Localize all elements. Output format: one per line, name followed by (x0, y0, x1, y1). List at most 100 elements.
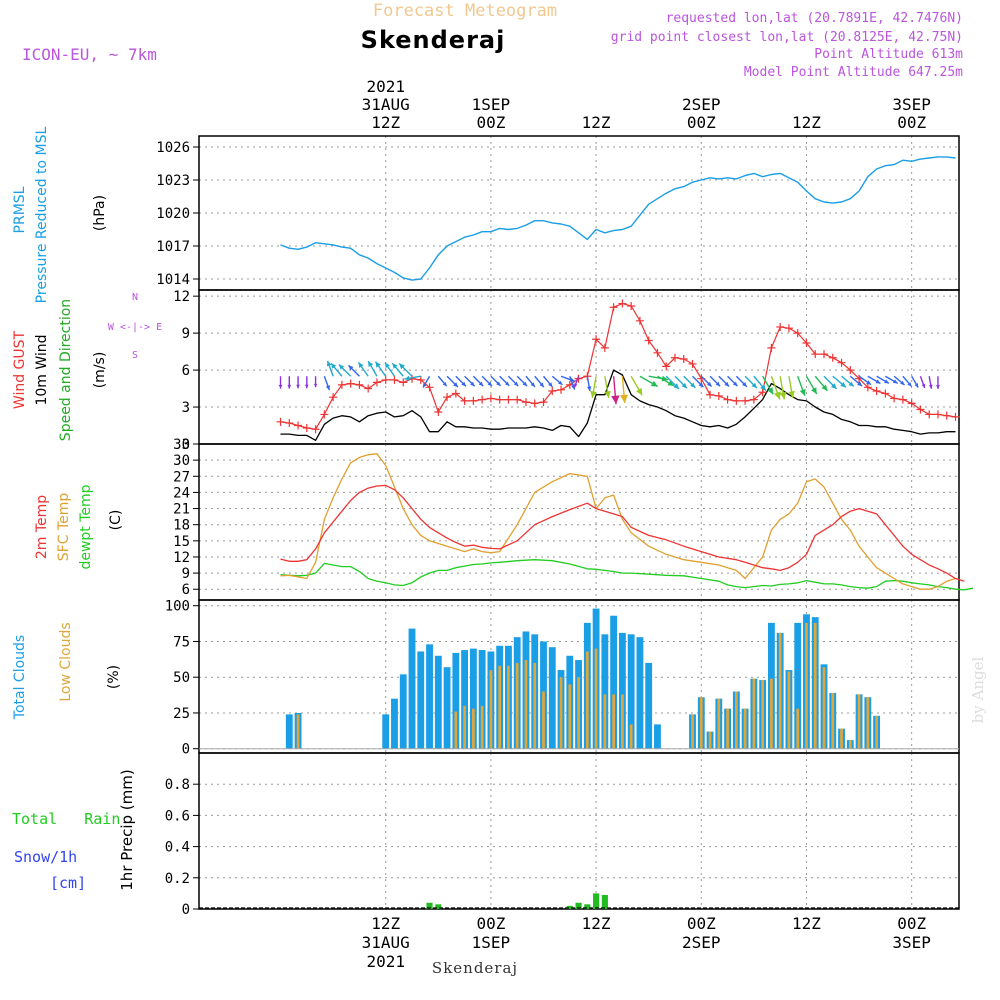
wind-arrow-head (539, 382, 544, 388)
wind-arrow-head (384, 362, 390, 369)
gust-marker (732, 396, 741, 405)
panel-wind: 0 3 6 9 12 (173, 289, 960, 453)
compass-n: N (132, 292, 138, 303)
gust-marker (451, 389, 460, 398)
wind-arrow-head (650, 380, 658, 387)
low-cloud-bar (691, 714, 694, 749)
low-cloud-bar (507, 665, 510, 749)
wind-arrow-head (404, 375, 410, 381)
gust-marker (749, 395, 758, 404)
gust-marker (662, 362, 671, 371)
gust-marker (557, 385, 566, 394)
y-tick-label: 15 (173, 534, 190, 550)
rain-bar (584, 904, 591, 909)
low-cloud-bar (778, 632, 782, 749)
gust-marker (758, 388, 767, 397)
y-tick-label: 1014 (156, 272, 190, 288)
gust-marker (793, 329, 802, 338)
y-tick-label: 21 (173, 502, 190, 518)
gust-marker (504, 395, 513, 404)
wind-arrow-head (742, 381, 747, 387)
gust-marker (776, 322, 785, 331)
wind-arrow-head (611, 395, 620, 405)
wind-arrow-head (724, 381, 730, 387)
rain-bar (593, 893, 600, 909)
rain-bar (435, 904, 442, 909)
temp-unit: (C) (108, 510, 124, 531)
wind-arrow-head (375, 361, 381, 368)
total-cloud-bar (478, 650, 486, 749)
sfc-temp-line (280, 453, 956, 590)
low-cloud-bar (752, 678, 756, 749)
low-cloud-bar (734, 691, 738, 749)
wind10m-label: 10m Wind (34, 334, 50, 405)
rain-bar (575, 902, 582, 909)
low-cloud-bar (726, 708, 729, 749)
wind-arrow-head (558, 380, 563, 385)
total-cloud-bar (548, 647, 556, 749)
snow-unit-label: [cm] (50, 874, 86, 892)
wind-arrow-head (522, 381, 528, 387)
bottom-time-label: 2021 (366, 952, 405, 971)
gust-marker (872, 387, 881, 396)
gust-marker (399, 378, 408, 387)
wind-arrow-head (368, 361, 374, 367)
gust-marker (372, 378, 381, 387)
wind-arrow-head (348, 365, 354, 371)
gust-marker (723, 395, 732, 404)
y-tick-label: 3 (182, 400, 190, 416)
wind-arrow-head (453, 382, 458, 388)
wind-arrow-head (571, 384, 576, 390)
bottom-time-label: 12Z (582, 914, 611, 933)
gust-marker (863, 383, 872, 392)
wind-arrow-head (392, 363, 398, 369)
y-tick-label: 25 (173, 706, 190, 722)
low-cloud-bar (480, 705, 484, 749)
wind10m-line (280, 369, 956, 441)
pressure-label-long: Pressure Reduced to MSL (34, 126, 50, 303)
gust-marker (644, 336, 653, 345)
bottom-time-label: 2SEP (682, 933, 721, 952)
y-tick-label: 75 (173, 634, 190, 650)
rain-label: Total Rain (12, 810, 120, 828)
y-tick-label: 0.2 (165, 871, 190, 887)
total-cloud-bar (417, 651, 425, 749)
y-tick-label: 33 (173, 437, 190, 453)
top-time-label: 31AUG (362, 95, 410, 114)
panel-frame (198, 443, 960, 601)
y-tick-label: 0.4 (165, 840, 190, 856)
wind-arrow-head (875, 379, 881, 384)
snow-label: Snow/1h (14, 848, 77, 866)
gust-marker (951, 412, 960, 421)
wind-side-labels: Wind GUST 10m Wind Speed and Direction (… (12, 292, 162, 441)
low-cloud-bar (612, 694, 615, 749)
low-cloud-bar (533, 662, 537, 749)
gust-marker (478, 395, 487, 404)
gust-marker (627, 302, 636, 311)
gust-marker (521, 398, 530, 407)
gust-marker (548, 387, 557, 396)
pressure-line (280, 156, 956, 281)
total-cloud-bar (391, 698, 398, 749)
gust-marker (390, 375, 399, 384)
y-tick-label: 12 (173, 289, 190, 305)
low-cloud-bar (857, 694, 861, 749)
gust-marker (495, 395, 504, 404)
low-cloud-bar (796, 708, 800, 749)
wind-arrow-head (767, 387, 774, 395)
gust-marker (714, 391, 723, 400)
gust-marker (618, 299, 627, 308)
sfc-label: SFC Temp (56, 493, 72, 562)
wind-arrow-head (848, 381, 854, 387)
gust-marker (311, 425, 320, 434)
top-time-label: 2SEP (682, 95, 721, 114)
top-time-label: 3SEP (892, 95, 931, 114)
gust-marker (609, 303, 618, 312)
y-tick-label: 1026 (156, 140, 190, 156)
low-cloud-bar (515, 662, 519, 749)
gust-marker (285, 419, 294, 428)
y-tick-label: 0 (182, 902, 190, 918)
low-cloud-bar (568, 684, 572, 749)
